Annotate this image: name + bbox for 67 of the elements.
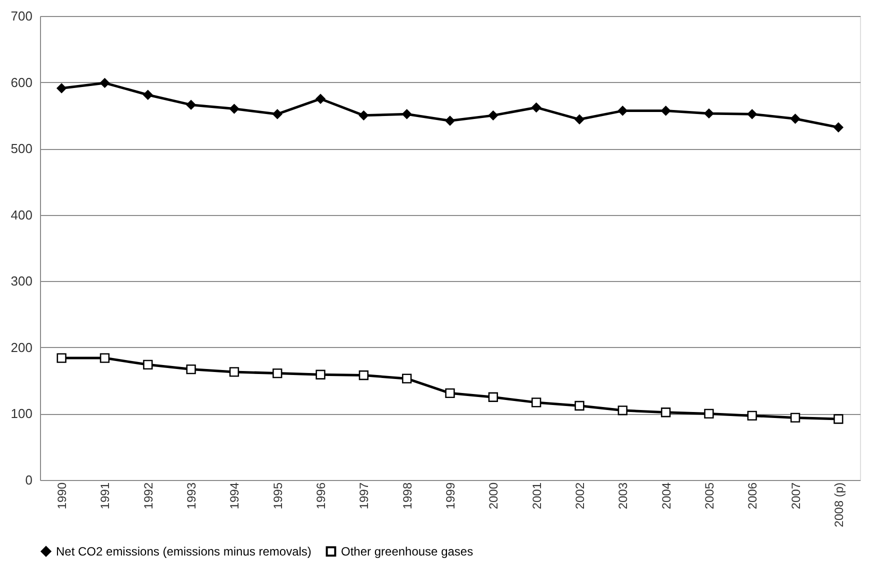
x-tick-label: 1997 bbox=[357, 482, 372, 510]
point bbox=[186, 100, 196, 110]
point bbox=[618, 406, 628, 416]
y-tick-label: 200 bbox=[10, 340, 32, 355]
point bbox=[834, 122, 844, 132]
x-tick-label: 1995 bbox=[270, 482, 285, 510]
point bbox=[531, 398, 542, 408]
x-tick-label: 2007 bbox=[788, 482, 803, 510]
y-tick-label: 300 bbox=[10, 274, 32, 289]
x-tick-label: 1998 bbox=[400, 482, 414, 510]
y-tick-label: 600 bbox=[10, 74, 32, 90]
point bbox=[56, 83, 66, 94]
point bbox=[704, 108, 714, 118]
point bbox=[229, 367, 240, 377]
point bbox=[229, 104, 240, 114]
point bbox=[704, 408, 714, 419]
x-tick-label: 1999 bbox=[444, 482, 458, 510]
point bbox=[618, 106, 628, 116]
x-tick-label: 1993 bbox=[184, 482, 199, 510]
point bbox=[316, 370, 326, 380]
x-tick-label: 2000 bbox=[486, 482, 501, 510]
y-tick-label: 400 bbox=[10, 207, 32, 222]
x-tick-label: 2005 bbox=[702, 482, 716, 510]
point bbox=[316, 94, 326, 104]
x-tick-label: 2008 (p) bbox=[832, 482, 846, 528]
x-tick-label: 2003 bbox=[616, 482, 630, 510]
y-tick-label: 500 bbox=[10, 141, 32, 156]
point bbox=[574, 400, 584, 411]
point bbox=[445, 116, 455, 126]
point bbox=[143, 90, 153, 100]
x-tick-label: 1994 bbox=[228, 482, 242, 510]
point bbox=[358, 370, 369, 380]
point bbox=[56, 353, 66, 363]
point bbox=[488, 392, 498, 402]
x-tick-label: 1990 bbox=[55, 482, 70, 510]
point bbox=[100, 353, 110, 363]
point bbox=[272, 109, 282, 119]
point bbox=[100, 78, 110, 88]
x-tick-label: 1992 bbox=[141, 482, 156, 510]
y-tick-label: 0 bbox=[25, 472, 32, 488]
point bbox=[402, 374, 412, 384]
x-tick-label: 2004 bbox=[659, 482, 674, 510]
x-tick-label: 2006 bbox=[746, 482, 760, 510]
point bbox=[574, 114, 584, 124]
point bbox=[660, 106, 671, 116]
point bbox=[402, 109, 412, 119]
point bbox=[143, 360, 153, 370]
point bbox=[660, 408, 671, 418]
point bbox=[790, 114, 800, 124]
x-tick-label: 1996 bbox=[314, 482, 328, 510]
point bbox=[747, 410, 757, 421]
legend-label: Net CO2 emissions (emissions minus removals) bbox=[56, 544, 312, 558]
point bbox=[358, 110, 369, 120]
point bbox=[488, 110, 498, 120]
point bbox=[445, 388, 455, 398]
legend-label: Other greenhouse gases bbox=[341, 544, 474, 558]
point bbox=[531, 102, 542, 112]
point bbox=[272, 368, 282, 378]
point bbox=[186, 364, 196, 374]
point bbox=[747, 109, 757, 119]
x-tick-label: 2002 bbox=[572, 482, 587, 510]
x-tick-label: 1991 bbox=[98, 482, 112, 510]
point bbox=[834, 414, 844, 424]
y-tick-label: 100 bbox=[10, 406, 32, 422]
y-tick-label: 700 bbox=[10, 8, 32, 24]
x-tick-label: 2001 bbox=[530, 482, 544, 510]
point bbox=[790, 412, 800, 423]
